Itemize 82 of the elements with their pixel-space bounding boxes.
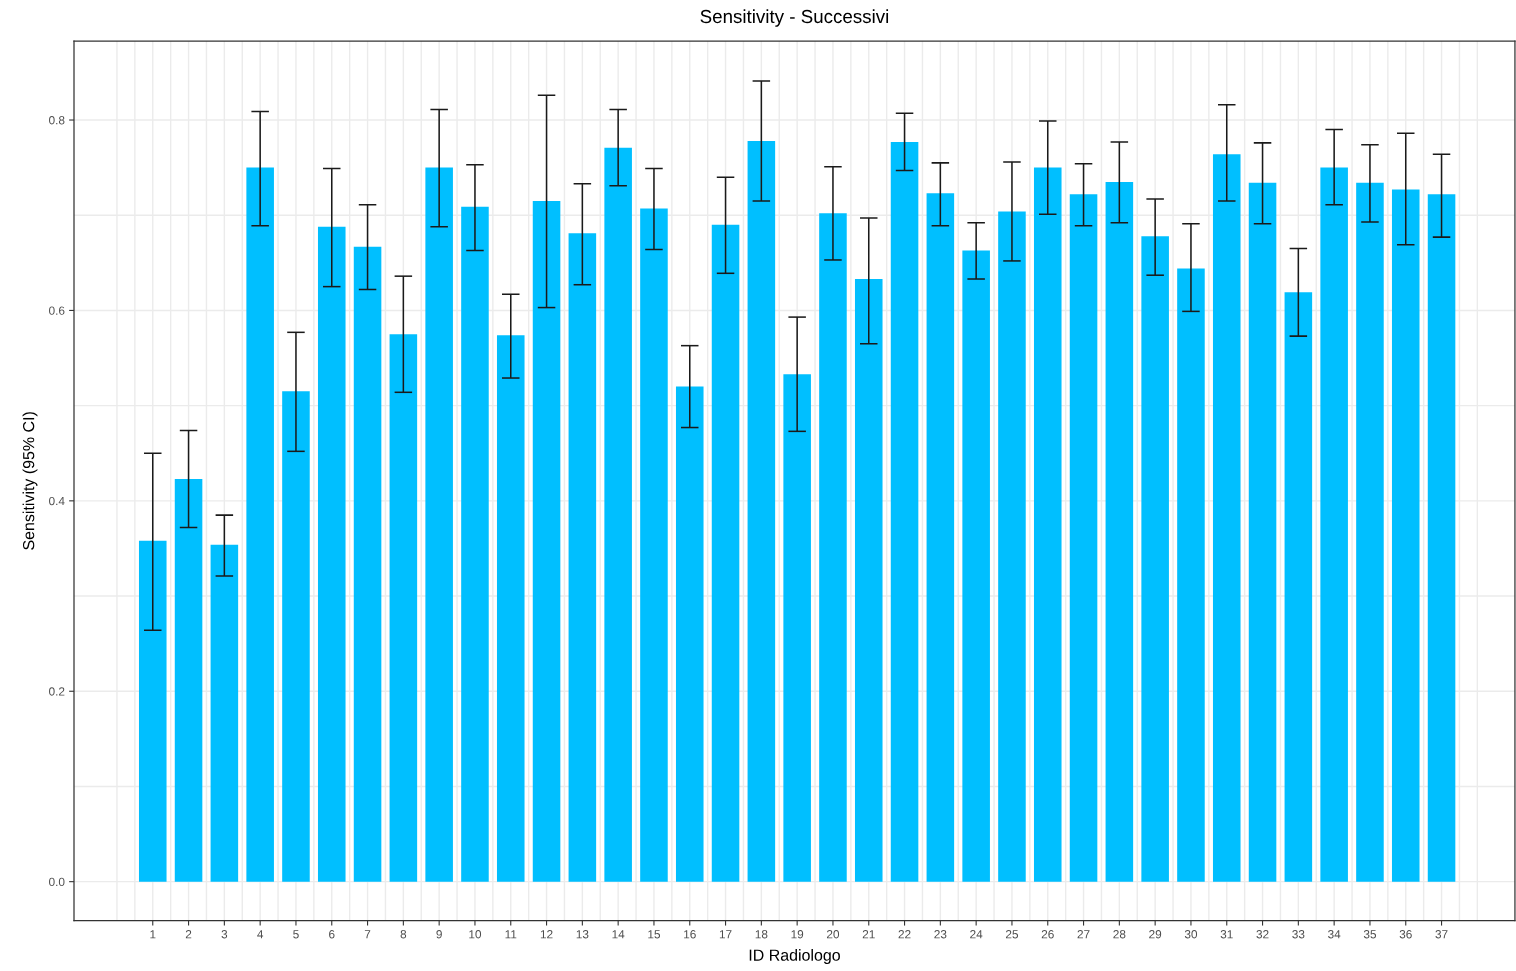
x-tick-label: 33 (1292, 930, 1305, 939)
bar (819, 213, 847, 882)
bar (174, 478, 203, 882)
bar (998, 211, 1026, 882)
bar (461, 206, 489, 882)
x-tick-label: 21 (862, 930, 875, 939)
x-tick-label: 25 (1005, 930, 1019, 939)
bar (854, 279, 883, 882)
x-tick-label: 26 (1041, 930, 1054, 939)
bar (532, 200, 561, 882)
x-tick-label: 20 (826, 930, 840, 939)
bar (1069, 194, 1098, 882)
x-tick-label: 11 (505, 930, 517, 939)
x-tick-label: 22 (898, 930, 911, 939)
bar (1177, 268, 1205, 882)
x-tick-label: 28 (1113, 930, 1126, 939)
bar (568, 233, 597, 882)
bar (317, 226, 346, 882)
x-tick-label: 24 (970, 930, 983, 939)
bar (783, 374, 811, 882)
bar (1212, 154, 1241, 882)
bar (353, 246, 382, 882)
x-tick-label: 32 (1256, 930, 1269, 939)
bar (962, 250, 990, 882)
x-tick-label: 8 (400, 930, 407, 939)
bar (1427, 194, 1456, 882)
bar (747, 140, 776, 882)
x-tick-label: 12 (540, 930, 553, 939)
x-tick-label: 1 (150, 930, 156, 939)
chart-title: Sensitivity - Successivi (700, 9, 889, 27)
y-tick-label: 0.0 (49, 877, 65, 887)
bar (675, 386, 704, 882)
x-tick-label: 30 (1184, 930, 1198, 939)
x-tick-label: 18 (755, 930, 768, 939)
x-tick-label: 16 (684, 930, 696, 939)
x-tick-label: 7 (364, 930, 371, 939)
bar (138, 540, 167, 882)
y-tick-label: 0.4 (49, 496, 65, 506)
x-tick-label: 15 (648, 930, 661, 939)
x-tick-label: 19 (791, 930, 804, 939)
bar (1248, 182, 1277, 882)
x-tick-label: 10 (469, 930, 482, 939)
x-tick-label: 5 (293, 930, 299, 939)
x-tick-label: 9 (436, 930, 442, 939)
x-tick-label: 6 (329, 930, 335, 939)
y-axis-title: Sensitivity (95% CI) (22, 412, 38, 550)
bar (1284, 292, 1313, 882)
x-tick-label: 17 (719, 930, 732, 939)
x-tick-label: 34 (1328, 930, 1341, 939)
x-tick-label: 36 (1399, 930, 1412, 939)
bar (425, 167, 453, 882)
bar (496, 335, 525, 882)
x-tick-label: 14 (612, 930, 625, 939)
bar (604, 147, 632, 882)
x-tick-label: 23 (934, 930, 947, 939)
bar (389, 334, 418, 882)
x-tick-label: 13 (576, 930, 589, 939)
x-tick-label: 4 (257, 930, 264, 939)
bar (210, 544, 239, 882)
bar (1356, 182, 1384, 882)
bar (1141, 236, 1169, 882)
x-tick-label: 3 (221, 930, 228, 939)
bar (926, 193, 955, 882)
bar (1391, 189, 1420, 882)
y-tick-label: 0.6 (49, 306, 65, 315)
bar (711, 224, 740, 882)
x-tick-label: 27 (1077, 930, 1090, 939)
y-tick-label: 0.2 (49, 687, 65, 696)
bar (640, 208, 668, 882)
bar (1033, 167, 1062, 882)
bar (246, 167, 274, 882)
x-tick-label: 29 (1149, 930, 1162, 939)
y-tick-label: 0.8 (49, 116, 65, 125)
x-tick-label: 2 (185, 930, 192, 939)
x-tick-label: 31 (1220, 930, 1233, 939)
x-tick-label: 35 (1363, 930, 1377, 939)
bar (1320, 167, 1348, 882)
bar (282, 391, 310, 882)
bar (1105, 181, 1134, 882)
bar (890, 141, 919, 882)
x-axis-title: ID Radiologo (749, 949, 840, 964)
x-tick-label: 37 (1435, 930, 1448, 939)
